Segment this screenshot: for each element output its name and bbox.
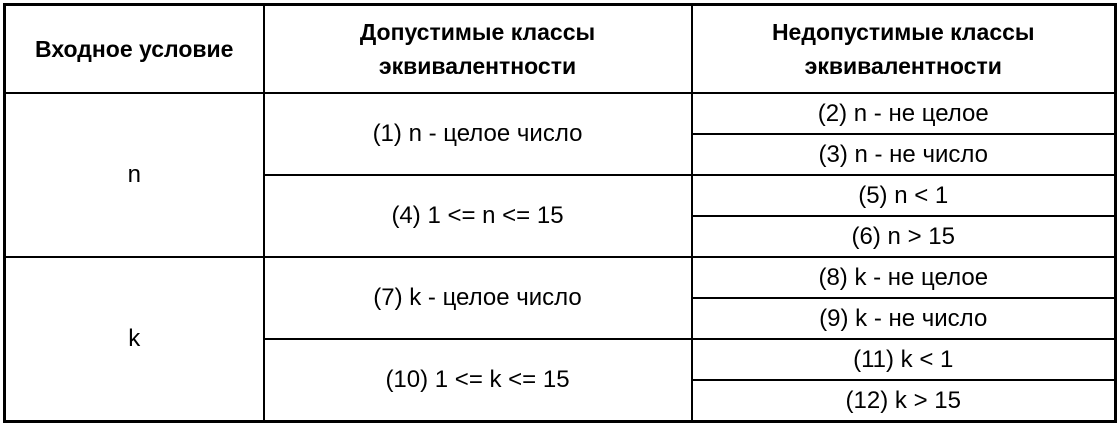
invalid-class-cell: (11) k < 1 [690,338,1117,381]
condition-cell: k [3,256,265,423]
header-valid-line1: Допустимые классы [359,19,596,45]
table-row: k (7) k - целое число (8) k - не целое [3,256,1117,423]
valid-class-cell: (10) 1 <= k <= 15 [262,338,693,423]
invalid-class-cell: (12) k > 15 [690,379,1117,423]
valid-class-cell: (7) k - целое число [262,256,693,340]
table-row: (4) 1 <= n <= 15 (5) n < 1 [5,174,1117,258]
invalid-class-cell: (6) n > 15 [690,215,1117,258]
table-row: (10) 1 <= k <= 15 (11) k < 1 [5,338,1117,423]
header-invalid-line2: эквивалентности [804,53,1002,79]
table-row: (9) k - не число [5,297,1117,340]
invalid-class-cell: (2) n - не целое [690,92,1117,135]
header-valid-line2: эквивалентности [378,53,577,79]
header-invalid-classes: Недопустимые классы эквивалентности [690,3,1117,94]
invalid-class-cell: (9) k - не число [690,297,1117,340]
table-row: (3) n - не число [5,133,1117,176]
equivalence-classes-table: Входное условие Допустимые классы эквивал… [3,3,1117,423]
invalid-class-cell: (5) n < 1 [690,174,1117,217]
header-input-condition: Входное условие [3,3,265,94]
table-row: (12) k > 15 [5,379,1117,423]
table-row: n (1) n - целое число (2) n - не целое [3,92,1117,258]
header-invalid-line1: Недопустимые классы [771,19,1035,45]
valid-class-cell: (1) n - целое число [262,92,693,176]
invalid-class-cell: (3) n - не число [690,133,1117,176]
header-row: Входное условие Допустимые классы эквивал… [3,3,1117,94]
header-valid-classes: Допустимые классы эквивалентности [262,3,693,94]
valid-class-cell: (4) 1 <= n <= 15 [262,174,693,258]
condition-cell: n [3,92,265,258]
table-row: (6) n > 15 [5,215,1117,258]
invalid-class-cell: (8) k - не целое [690,256,1117,299]
